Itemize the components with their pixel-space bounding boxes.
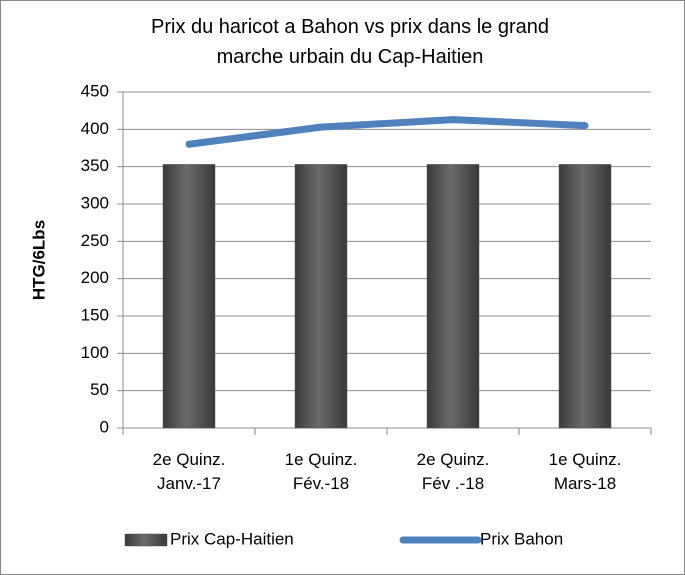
x-tick-label: 2e Quinz. Janv.-17 bbox=[152, 450, 226, 493]
y-tick-label: 150 bbox=[81, 305, 109, 324]
line bbox=[185, 116, 589, 148]
legend-swatch bbox=[124, 533, 168, 547]
x-tick-label: 1e Quinz. Fév.-18 bbox=[284, 450, 358, 493]
y-tick-label: 0 bbox=[100, 417, 109, 436]
y-tick-label: 100 bbox=[81, 343, 109, 362]
legend-label: Prix Cap-Haitien bbox=[170, 529, 294, 548]
y-tick-label: 400 bbox=[81, 119, 109, 138]
x-tick-label: 1e Quinz. Mars-18 bbox=[548, 450, 622, 493]
y-tick-label: 50 bbox=[90, 380, 109, 399]
bar bbox=[294, 164, 348, 429]
chart-title: Prix du haricot a Bahon vs prix dans le … bbox=[151, 16, 549, 68]
y-tick-label: 450 bbox=[81, 81, 109, 100]
y-tick-label: 300 bbox=[81, 193, 109, 212]
bar bbox=[426, 164, 480, 429]
x-tick-label: 2e Quinz. Fév .-18 bbox=[416, 450, 490, 493]
legend-label: Prix Bahon bbox=[480, 529, 563, 548]
bar bbox=[558, 164, 612, 429]
bar bbox=[162, 164, 216, 429]
y-tick-label: 250 bbox=[81, 231, 109, 250]
y-tick-label: 200 bbox=[81, 268, 109, 287]
y-axis-label: HTG/6Lbs bbox=[29, 220, 48, 300]
y-tick-label: 350 bbox=[81, 156, 109, 175]
